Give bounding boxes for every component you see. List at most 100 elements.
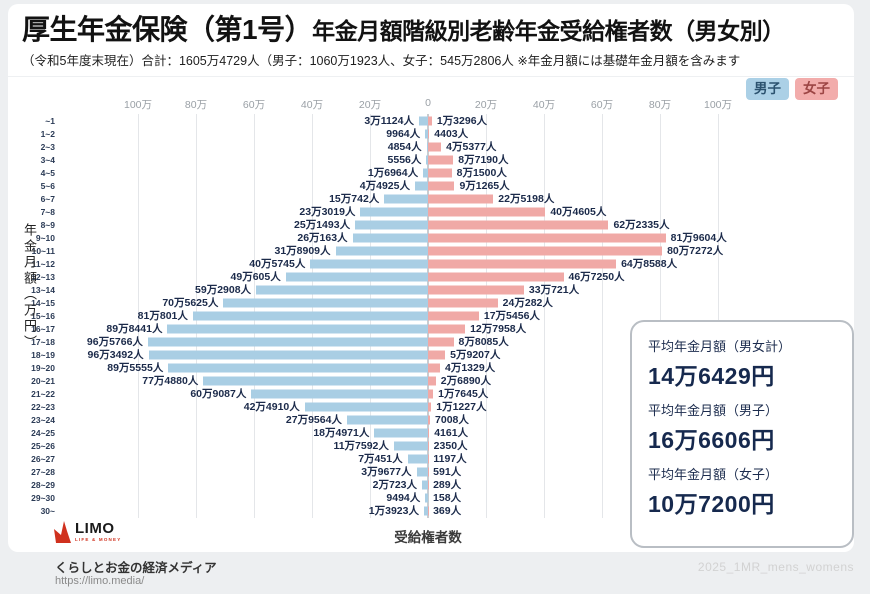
male-bar <box>335 246 428 256</box>
male-value-label: 1万3923人 <box>368 505 419 518</box>
average-female-value: 10万7200円 <box>648 491 775 517</box>
row-category-label: 2~3 <box>40 141 55 152</box>
row-category-label: 11~12 <box>31 258 55 269</box>
row-category-label: 5~6 <box>40 180 55 191</box>
female-bar <box>428 428 430 438</box>
y-axis-title: 年金月額（万円） <box>22 223 37 351</box>
male-value-label: 1万6964人 <box>367 166 419 179</box>
male-bar <box>352 233 428 243</box>
female-value-label: 4161人 <box>434 427 469 440</box>
female-bar <box>428 350 446 360</box>
chart-row: 19~20 89万5555人 4万1329人 <box>31 362 718 375</box>
female-value-label: 33万721人 <box>528 283 580 296</box>
chart-row: 4~5 1万6964人 8万1500人 <box>41 166 718 179</box>
female-value-label: 8万7190人 <box>458 153 509 166</box>
female-value-label: 12万7958人 <box>470 322 527 335</box>
row-category-label: 13~14 <box>31 284 55 295</box>
female-value-label: 40万4605人 <box>550 205 607 218</box>
female-value-label: 8万8085人 <box>458 335 509 348</box>
chart-row: 20~21 77万4880人 2万6890人 <box>31 374 718 388</box>
male-bar <box>168 363 428 373</box>
female-value-label: 2万6890人 <box>440 374 491 387</box>
male-value-label: 81万801人 <box>137 309 188 322</box>
male-bar <box>360 207 428 217</box>
chart-row: 6~7 15万742人 22万5198人 <box>41 192 718 205</box>
male-value-label: 70万5625人 <box>162 296 219 309</box>
female-bar <box>428 272 564 282</box>
x-axis-ticks: 100万 80万 60万 40万 20万 0 20万 40万 60万 80万 100万 <box>124 97 732 111</box>
row-category-label: 19~20 <box>31 362 55 373</box>
legend: 男子 女子 <box>746 78 838 100</box>
female-value-label: 289人 <box>433 479 462 492</box>
chart-row: 29~30 9494人 158人 <box>31 492 718 505</box>
chart-row: 25~26 11万7592人 2350人 <box>31 440 718 453</box>
chart-row: 1~2 9964人 4403人 <box>41 127 718 140</box>
male-bar <box>423 506 428 516</box>
male-value-label: 9494人 <box>386 492 421 505</box>
chart-row: 11~12 40万5745人 64万8588人 <box>32 257 718 270</box>
chart-row: 10~11 31万8909人 80万7272人 <box>32 244 724 257</box>
average-total-label: 平均年金月額（男女計） <box>648 339 792 354</box>
female-value-label: 46万7250人 <box>568 270 625 283</box>
male-bar <box>425 493 428 503</box>
row-category-label: 21~22 <box>31 388 55 399</box>
chart-row: 16~17 89万8441人 12万7958人 <box>31 322 718 336</box>
male-bar <box>426 142 428 152</box>
gridline <box>138 114 139 518</box>
row-category-label: 1~2 <box>40 128 55 139</box>
header: 厚生年金保険（第1号）年金月額階級別老齢年金受給権者数（男女別） （令和5年度末… <box>8 4 854 78</box>
male-value-label: 11万7592人 <box>333 440 389 453</box>
gridline <box>486 114 487 518</box>
male-value-label: 77万4880人 <box>142 374 199 387</box>
male-value-label: 59万2908人 <box>195 283 252 296</box>
row-category-label: 22~23 <box>31 401 55 412</box>
male-value-label: 9964人 <box>386 127 421 140</box>
row-category-label: 16~17 <box>31 323 55 334</box>
x-tick-label: 80万 <box>648 99 672 111</box>
row-category-label: 10~11 <box>31 245 55 256</box>
average-male-label: 平均年金月額（男子） <box>648 403 779 418</box>
female-value-label: 2350人 <box>433 440 468 453</box>
row-category-label: ~1 <box>45 115 55 126</box>
chart-row: 12~13 49万605人 46万7250人 <box>31 270 718 283</box>
female-value-label: 64万8588人 <box>621 257 678 270</box>
chart-row: 8~9 25万1493人 62万2335人 <box>41 218 718 231</box>
row-category-label: 9~10 <box>35 232 55 243</box>
female-bar <box>428 363 440 373</box>
chart-row: 7~8 23万3019人 40万4605人 <box>41 205 718 218</box>
male-bar <box>147 337 428 347</box>
subtitle: （令和5年度末現在）合計：1605万4729人（男子：1060万1923人、女子… <box>22 54 741 69</box>
male-value-label: 15万742人 <box>329 192 380 205</box>
female-bar <box>428 324 466 334</box>
x-tick-label: 80万 <box>184 99 208 111</box>
average-female-label: 平均年金月額（女子） <box>648 467 779 482</box>
female-value-label: 1万1227人 <box>436 400 487 413</box>
female-value-label: 8万1500人 <box>456 166 507 179</box>
male-value-label: 96万3492人 <box>87 348 144 361</box>
chart-row: 3~4 5556人 8万7190人 <box>41 153 718 166</box>
chart-row: 22~23 42万4910人 1万1227人 <box>31 400 718 414</box>
row-category-label: 24~25 <box>31 428 55 439</box>
male-bar <box>374 428 428 438</box>
gridline <box>602 114 603 518</box>
limo-flame-icon <box>54 521 71 543</box>
female-bar <box>428 233 666 243</box>
female-bar <box>428 441 429 451</box>
male-bar <box>416 467 428 477</box>
x-tick-label: 100万 <box>703 99 733 111</box>
female-bar <box>428 207 546 217</box>
row-category-label: 7~8 <box>40 206 55 217</box>
row-category-label: 23~24 <box>31 414 55 425</box>
male-value-label: 96万5766人 <box>86 335 143 348</box>
male-bar <box>355 220 428 230</box>
male-bar <box>384 194 428 204</box>
female-value-label: 5万9207人 <box>450 348 501 361</box>
male-bar <box>285 272 428 282</box>
female-value-label: 80万7272人 <box>667 244 724 257</box>
row-category-label: 30~ <box>40 506 55 517</box>
male-value-label: 26万163人 <box>297 231 348 244</box>
chart-row: 21~22 60万9087人 1万7645人 <box>31 388 718 401</box>
male-value-label: 2万723人 <box>372 479 417 492</box>
male-bar <box>414 181 428 191</box>
title-main: 厚生年金保険（第1号） <box>22 14 313 45</box>
